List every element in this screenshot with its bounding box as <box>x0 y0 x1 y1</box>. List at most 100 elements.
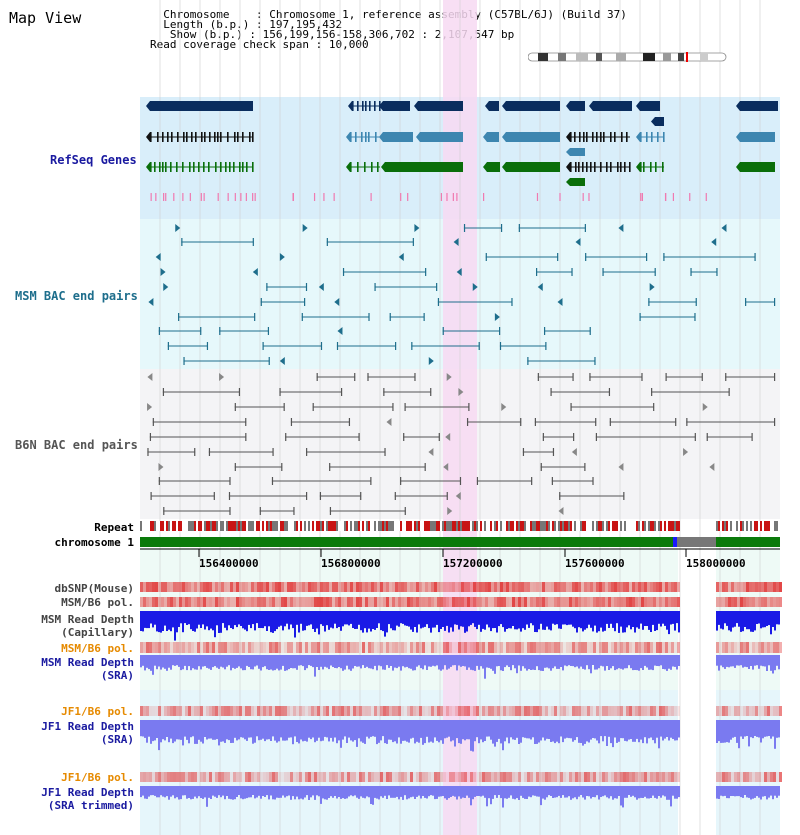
bac-end-pair[interactable] <box>602 268 656 276</box>
gene-model[interactable] <box>348 101 381 111</box>
bac-end-marker[interactable] <box>279 253 285 261</box>
bac-end-pair[interactable] <box>540 463 586 471</box>
bac-end-pair[interactable] <box>342 268 427 276</box>
bac-end-marker[interactable] <box>575 238 581 246</box>
bac-end-pair[interactable] <box>518 224 586 232</box>
bac-end-pair[interactable] <box>522 448 555 456</box>
bac-end-marker[interactable] <box>472 283 478 291</box>
bac-end-marker[interactable] <box>175 224 181 232</box>
bac-end-pair[interactable] <box>543 327 591 335</box>
bac-end-pair[interactable] <box>403 433 440 441</box>
bac-end-marker[interactable] <box>455 492 461 500</box>
bac-end-pair[interactable] <box>690 268 718 276</box>
bac-end-pair[interactable] <box>585 253 648 261</box>
bac-end-pair[interactable] <box>234 403 285 411</box>
gene-model[interactable] <box>736 132 775 142</box>
bac-end-pair[interactable] <box>262 342 323 350</box>
chromosome-ideogram[interactable] <box>528 52 728 62</box>
ideogram-position-marker[interactable] <box>686 52 688 62</box>
bac-end-pair[interactable] <box>550 388 611 396</box>
gene-model[interactable] <box>566 178 585 186</box>
bac-end-pair[interactable] <box>183 357 270 365</box>
bac-end-pair[interactable] <box>312 403 394 411</box>
bac-end-marker[interactable] <box>494 313 500 321</box>
bac-end-marker[interactable] <box>414 224 420 232</box>
bac-end-pair[interactable] <box>551 477 594 485</box>
bac-end-marker[interactable] <box>702 403 708 411</box>
bac-end-pair[interactable] <box>534 418 597 426</box>
gene-model[interactable] <box>485 101 499 111</box>
bac-end-marker[interactable] <box>537 283 543 291</box>
gene-model[interactable] <box>146 132 254 142</box>
bac-end-pair[interactable] <box>383 388 432 396</box>
bac-end-marker[interactable] <box>386 418 392 426</box>
bac-end-pair[interactable] <box>527 357 596 365</box>
gene-model[interactable] <box>736 101 778 111</box>
bac-end-pair[interactable] <box>152 418 247 426</box>
bac-end-pair[interactable] <box>595 433 696 441</box>
bac-end-pair[interactable] <box>266 283 308 291</box>
bac-end-pair[interactable] <box>374 283 438 291</box>
bac-end-pair[interactable] <box>589 373 643 381</box>
bac-end-marker[interactable] <box>618 463 624 471</box>
bac-end-marker[interactable] <box>428 448 434 456</box>
gene-model[interactable] <box>346 132 380 142</box>
bac-end-marker[interactable] <box>279 357 285 365</box>
bac-end-marker[interactable] <box>683 448 689 456</box>
bac-end-pair[interactable] <box>163 507 231 515</box>
gene-model[interactable] <box>636 101 660 111</box>
chromosome-bar[interactable] <box>140 537 780 547</box>
bac-end-marker[interactable] <box>147 403 153 411</box>
bac-end-marker[interactable] <box>158 463 164 471</box>
bac-end-pair[interactable] <box>609 418 677 426</box>
bac-end-pair[interactable] <box>485 253 559 261</box>
bac-end-pair[interactable] <box>181 238 254 246</box>
bac-end-marker[interactable] <box>302 224 308 232</box>
bac-end-marker[interactable] <box>649 283 655 291</box>
bac-end-marker[interactable] <box>453 238 459 246</box>
gene-model[interactable] <box>566 101 585 111</box>
bac-end-pair[interactable] <box>476 477 533 485</box>
bac-end-pair[interactable] <box>535 268 573 276</box>
bac-end-pair[interactable] <box>158 327 202 335</box>
bac-end-pair[interactable] <box>259 507 295 515</box>
bac-end-marker[interactable] <box>148 298 154 306</box>
bac-end-marker[interactable] <box>318 283 324 291</box>
bac-end-marker[interactable] <box>721 224 727 232</box>
bac-end-marker[interactable] <box>147 373 153 381</box>
gene-model[interactable] <box>146 162 254 172</box>
gene-model[interactable] <box>636 162 664 172</box>
bac-end-pair[interactable] <box>147 448 196 456</box>
bac-end-pair[interactable] <box>651 388 730 396</box>
bac-end-marker[interactable] <box>557 298 563 306</box>
bac-end-pair[interactable] <box>336 342 397 350</box>
bac-end-pair[interactable] <box>316 373 356 381</box>
bac-end-pair[interactable] <box>404 403 470 411</box>
bac-end-pair[interactable] <box>208 448 274 456</box>
gene-model[interactable] <box>566 148 585 156</box>
track-label-b6n-bac[interactable]: B6N BAC end pairs <box>15 438 138 452</box>
bac-end-pair[interactable] <box>290 418 351 426</box>
bac-end-pair[interactable] <box>559 492 625 500</box>
gene-model[interactable] <box>736 162 775 172</box>
bac-end-marker[interactable] <box>458 388 464 396</box>
bac-end-pair[interactable] <box>260 298 306 306</box>
bac-end-pair[interactable] <box>326 238 414 246</box>
bac-end-marker[interactable] <box>252 268 258 276</box>
bac-end-pair[interactable] <box>279 388 343 396</box>
bac-end-marker[interactable] <box>446 373 452 381</box>
bac-end-pair[interactable] <box>463 224 503 232</box>
bac-end-pair[interactable] <box>149 433 247 441</box>
gene-model[interactable] <box>502 132 560 142</box>
bac-end-pair[interactable] <box>219 327 270 335</box>
track-label-msm-bac[interactable]: MSM BAC end pairs <box>15 289 138 303</box>
bac-end-marker[interactable] <box>709 463 715 471</box>
gene-model[interactable] <box>146 101 253 111</box>
bac-end-pair[interactable] <box>301 313 370 321</box>
bac-end-marker[interactable] <box>501 403 507 411</box>
bac-end-pair[interactable] <box>725 373 776 381</box>
bac-end-pair[interactable] <box>442 327 501 335</box>
gene-model[interactable] <box>483 132 499 142</box>
gene-model[interactable] <box>651 117 664 126</box>
